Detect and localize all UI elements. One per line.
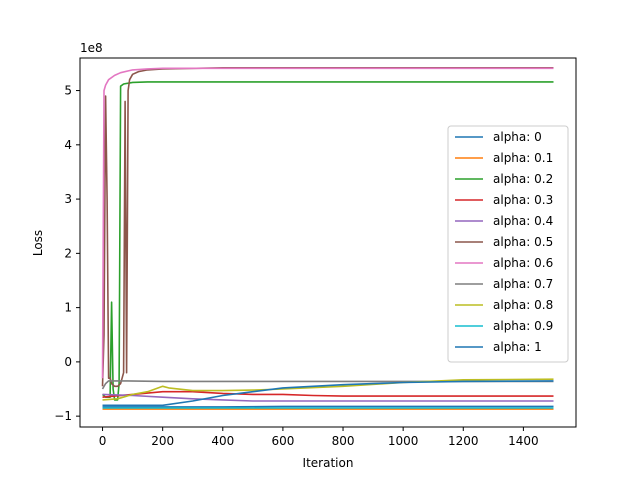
x-axis-label: Iteration	[303, 456, 354, 470]
legend-label-8: alpha: 0.8	[493, 298, 553, 312]
legend-items: alpha: 0 alpha: 0.1 alpha: 0.2 alpha: 0.3 al…	[455, 130, 553, 354]
series-line-6	[101, 67, 554, 379]
legend-box	[447, 125, 569, 363]
x-tick-label-3: 600	[271, 434, 294, 448]
x-tick-label-6: 1200	[448, 434, 479, 448]
x-tick-label-0: 0	[99, 434, 107, 448]
x-tick-label-1: 200	[151, 434, 174, 448]
legend-label-0: alpha: 0	[493, 130, 542, 144]
y-tick-label-3: 2	[64, 246, 72, 260]
legend-label-2: alpha: 0.2	[493, 172, 553, 186]
series-line-2	[101, 81, 554, 401]
series-line-3	[102, 390, 554, 398]
legend-label-10: alpha: 1	[493, 340, 542, 354]
series-line-4	[102, 393, 554, 402]
axes-frame	[79, 57, 577, 428]
y-axis-ticks: −1 0 1 2 3 4 5	[54, 84, 80, 423]
legend-label-9: alpha: 0.9	[493, 319, 553, 333]
legend-label-6: alpha: 0.6	[493, 256, 553, 270]
series-line-0	[102, 405, 554, 408]
x-tick-label-5: 1000	[388, 434, 419, 448]
series-line-10	[102, 380, 554, 407]
legend-label-5: alpha: 0.5	[493, 235, 553, 249]
y-tick-label-1: 0	[64, 355, 72, 369]
legend-label-7: alpha: 0.7	[493, 277, 553, 291]
y-tick-label-4: 3	[64, 192, 72, 206]
x-tick-label-7: 1400	[508, 434, 539, 448]
legend-label-4: alpha: 0.4	[493, 214, 553, 228]
legend: alpha: 0 alpha: 0.1 alpha: 0.2 alpha: 0.3 al…	[447, 125, 569, 363]
y-tick-label-5: 4	[64, 138, 72, 152]
y-axis-offset-label: 1e8	[80, 41, 103, 55]
y-axis-label: Loss	[31, 230, 45, 256]
y-tick-label-6: 5	[64, 84, 72, 98]
y-tick-label-2: 1	[64, 301, 72, 315]
x-tick-label-2: 400	[211, 434, 234, 448]
legend-label-1: alpha: 0.1	[493, 151, 553, 165]
y-tick-label-0: −1	[54, 409, 72, 423]
x-tick-label-4: 800	[332, 434, 355, 448]
legend-label-3: alpha: 0.3	[493, 193, 553, 207]
x-axis-ticks: 0 200 400 600 800 1000 1200 1400	[99, 427, 539, 448]
series-layer	[101, 67, 554, 410]
